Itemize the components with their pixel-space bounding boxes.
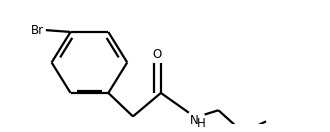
Text: Br: Br [31, 24, 44, 37]
Text: H: H [197, 117, 206, 130]
Text: N: N [189, 114, 198, 127]
Text: O: O [153, 48, 162, 62]
